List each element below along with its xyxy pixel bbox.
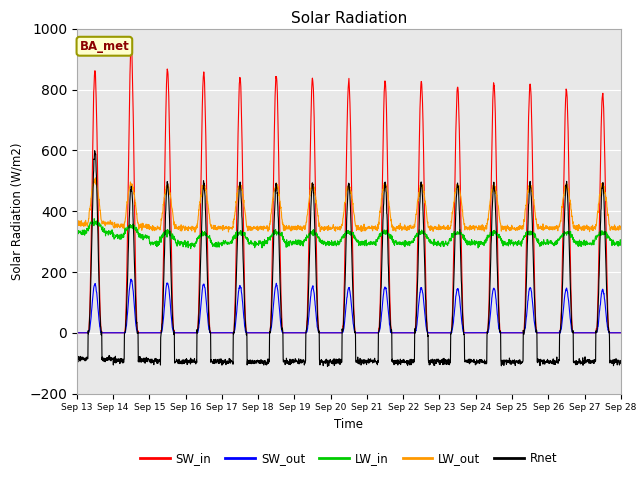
- Line: SW_out: SW_out: [77, 279, 621, 333]
- SW_out: [569, 329, 577, 335]
- SW_in: [127, 43, 135, 49]
- LW_out: [584, 225, 592, 230]
- LW_out: [73, 222, 81, 228]
- Text: BA_met: BA_met: [79, 40, 129, 53]
- LW_in: [570, 235, 577, 240]
- LW_in: [617, 241, 625, 247]
- Rnet: [91, 148, 99, 154]
- SW_in: [507, 330, 515, 336]
- X-axis label: Time: Time: [334, 418, 364, 431]
- Rnet: [365, 358, 372, 364]
- LW_out: [365, 225, 372, 231]
- SW_in: [365, 330, 372, 336]
- SW_in: [617, 330, 625, 336]
- LW_out: [617, 227, 625, 232]
- SW_out: [365, 330, 372, 336]
- Legend: SW_in, SW_out, LW_in, LW_out, Rnet: SW_in, SW_out, LW_in, LW_out, Rnet: [136, 447, 562, 469]
- Rnet: [324, 364, 332, 370]
- SW_out: [376, 323, 384, 329]
- SW_out: [617, 330, 625, 336]
- LW_in: [73, 229, 81, 235]
- Rnet: [584, 357, 592, 363]
- SW_in: [376, 291, 384, 297]
- SW_out: [225, 330, 232, 336]
- Line: LW_in: LW_in: [77, 219, 621, 249]
- LW_in: [365, 240, 372, 245]
- LW_out: [92, 175, 99, 181]
- SW_out: [127, 276, 135, 282]
- LW_out: [225, 227, 233, 232]
- Line: LW_out: LW_out: [77, 178, 621, 232]
- SW_in: [225, 330, 232, 336]
- Line: SW_in: SW_in: [77, 46, 621, 333]
- LW_in: [225, 241, 233, 247]
- LW_out: [508, 227, 515, 232]
- LW_out: [570, 224, 577, 229]
- Rnet: [377, 297, 385, 303]
- LW_in: [377, 230, 385, 236]
- LW_out: [191, 229, 199, 235]
- LW_out: [377, 204, 385, 210]
- SW_out: [507, 330, 515, 336]
- Title: Solar Radiation: Solar Radiation: [291, 11, 407, 26]
- Rnet: [73, 355, 81, 360]
- LW_in: [187, 246, 195, 252]
- SW_in: [73, 330, 81, 336]
- LW_in: [508, 240, 515, 246]
- LW_in: [90, 216, 98, 222]
- SW_out: [584, 330, 592, 336]
- Y-axis label: Solar Radiation (W/m2): Solar Radiation (W/m2): [11, 143, 24, 280]
- Rnet: [508, 361, 515, 367]
- SW_out: [73, 330, 81, 336]
- Rnet: [225, 360, 232, 366]
- LW_in: [584, 241, 592, 247]
- Rnet: [617, 360, 625, 366]
- Line: Rnet: Rnet: [77, 151, 621, 367]
- SW_in: [584, 330, 592, 336]
- SW_in: [569, 330, 577, 336]
- Rnet: [570, 328, 577, 334]
